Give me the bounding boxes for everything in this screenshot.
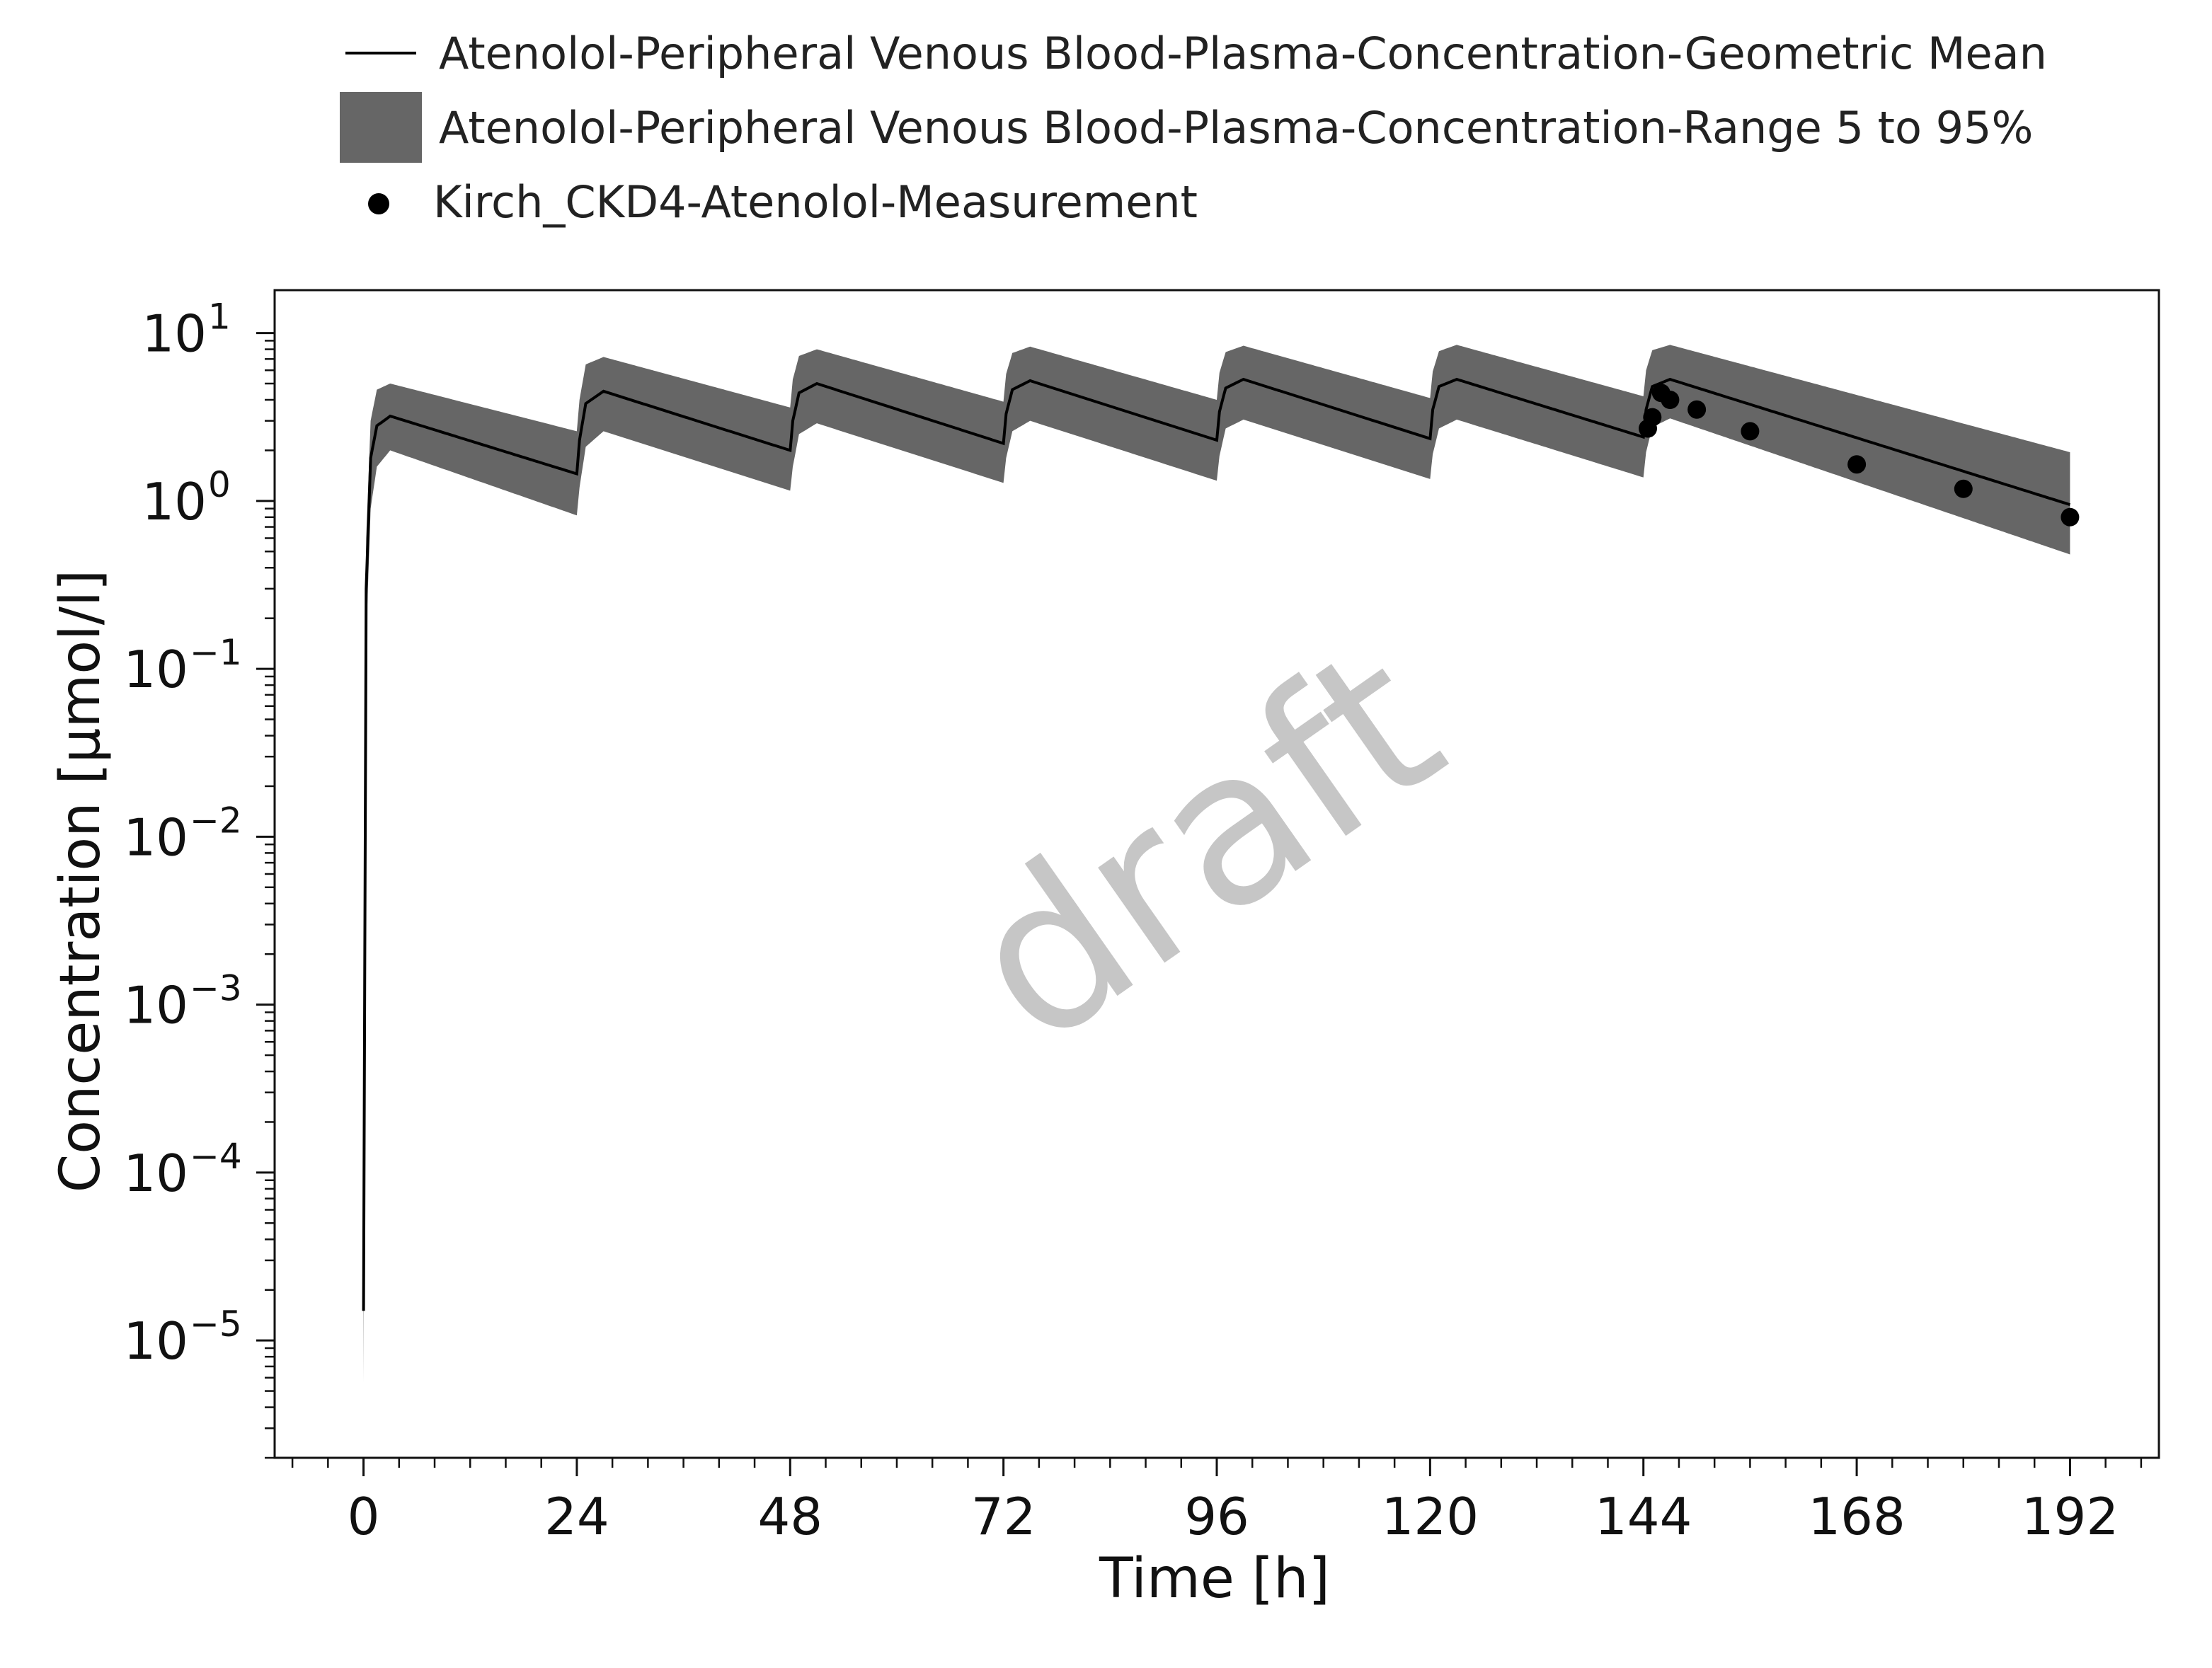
- x-tick-label: 120: [1382, 1487, 1479, 1546]
- y-tick-exponent: −2: [190, 800, 242, 841]
- y-tick-label: 10: [123, 1144, 188, 1203]
- x-axis-title: Time [h]: [1099, 1547, 1330, 1611]
- y-tick-label: 10: [142, 472, 207, 531]
- y-tick-label: 10: [123, 976, 188, 1035]
- legend-label-measurement: Kirch_CKD4-Atenolol-Measurement: [433, 176, 1198, 228]
- x-tick-label: 24: [544, 1487, 609, 1546]
- legend-measurement-marker: [368, 193, 389, 214]
- x-tick-label: 168: [1808, 1487, 1905, 1546]
- mean-line: [362, 377, 2071, 1311]
- y-tick-label: 10: [123, 640, 188, 699]
- y-tick-label: 10: [123, 807, 188, 867]
- x-tick-label: 48: [757, 1487, 823, 1546]
- y-tick-label: 10: [142, 304, 207, 364]
- legend-label-range: Atenolol-Peripheral Venous Blood-Plasma-…: [439, 102, 2033, 154]
- legend-range-swatch: [340, 92, 422, 163]
- measurement-point: [1661, 391, 1680, 409]
- x-tick-label: 0: [348, 1487, 380, 1546]
- y-tick-exponent: −1: [190, 632, 242, 673]
- x-tick-label: 96: [1184, 1487, 1249, 1546]
- measurement-point: [2061, 507, 2080, 527]
- x-tick-label: 192: [2022, 1487, 2119, 1546]
- x-tick-label: 144: [1595, 1487, 1692, 1546]
- measurement-point: [1741, 422, 1760, 441]
- y-tick-label: 10: [123, 1311, 188, 1371]
- measurement-point: [1847, 455, 1867, 474]
- y-tick-exponent: 0: [208, 464, 231, 505]
- y-axis-title: Concentration [µmol/l]: [49, 570, 113, 1192]
- measurement-point: [1687, 400, 1707, 419]
- watermark-draft: draft: [925, 599, 1482, 1092]
- y-tick-exponent: −5: [190, 1304, 242, 1345]
- x-tick-label: 72: [971, 1487, 1036, 1546]
- y-tick-exponent: 1: [208, 297, 231, 338]
- x-axis: 0 24 48 72 96 120 144 168 192: [291, 1458, 2143, 1546]
- legend: Atenolol-Peripheral Venous Blood-Plasma-…: [340, 28, 2047, 228]
- plot-area: [362, 345, 2080, 1384]
- measurement-point: [1954, 479, 1973, 498]
- y-tick-exponent: −4: [190, 1136, 242, 1177]
- y-tick-exponent: −3: [190, 968, 242, 1009]
- measurement-point: [1643, 408, 1662, 427]
- range-band: [363, 345, 2070, 1384]
- legend-label-mean: Atenolol-Peripheral Venous Blood-Plasma-…: [439, 28, 2047, 79]
